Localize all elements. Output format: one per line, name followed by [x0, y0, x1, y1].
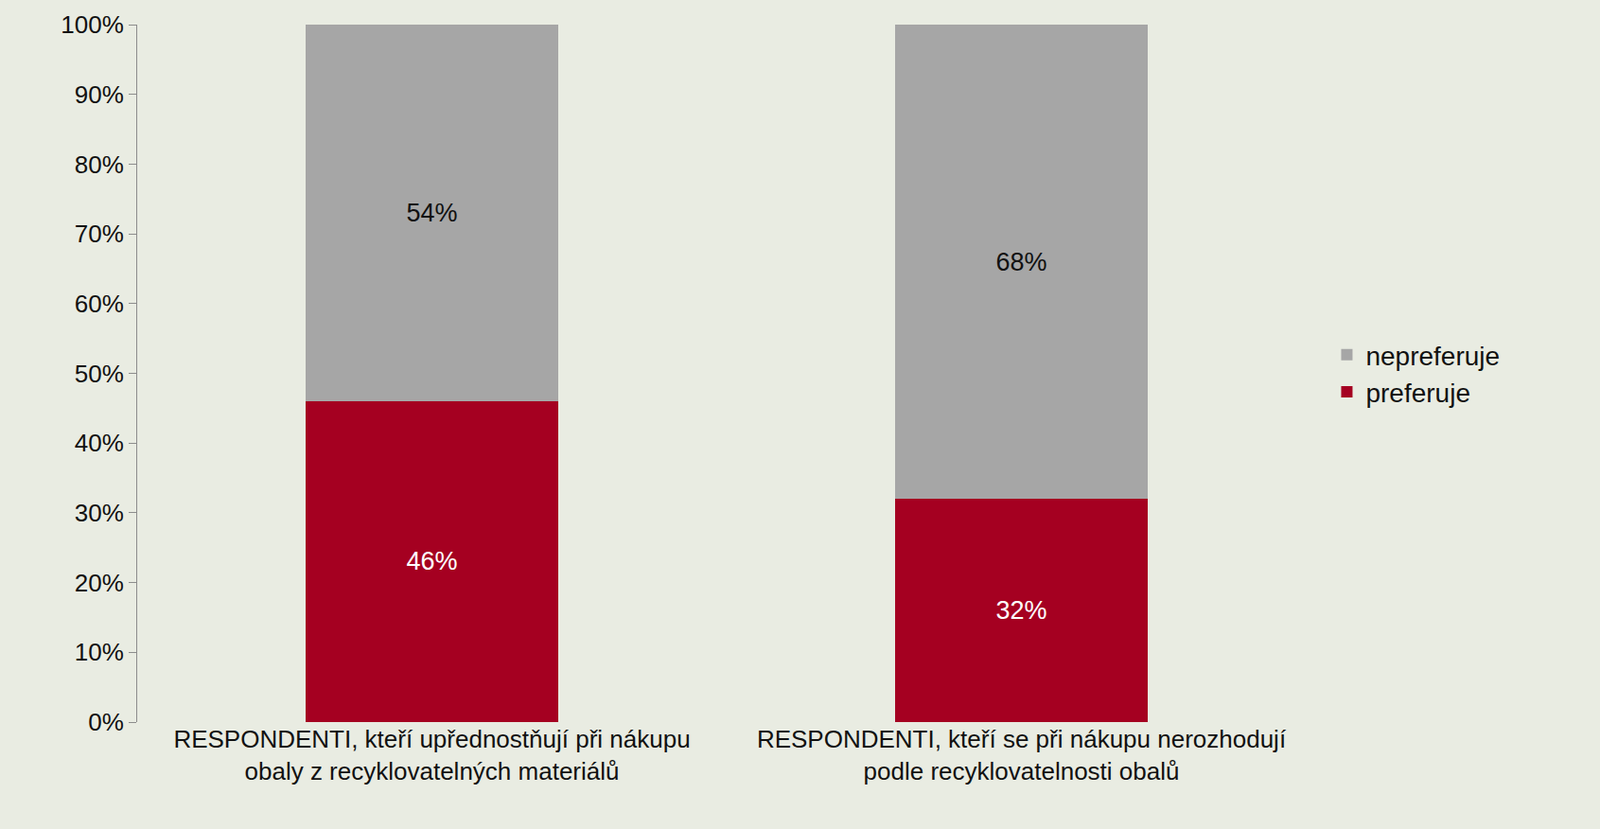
svg-text:90%: 90% [74, 80, 124, 109]
svg-text:70%: 70% [74, 219, 124, 248]
svg-text:0%: 0% [87, 707, 124, 737]
svg-text:54%: 54% [405, 198, 458, 228]
svg-text:50%: 50% [74, 359, 124, 388]
svg-text:30%: 30% [74, 498, 124, 528]
svg-text:68%: 68% [995, 247, 1047, 277]
svg-text:nepreferuje: nepreferuje [1365, 341, 1500, 371]
svg-text:RESPONDENTI, kteří se při náku: RESPONDENTI, kteří se při nákupu nerozho… [756, 724, 1287, 786]
svg-text:preferuje: preferuje [1365, 378, 1471, 408]
svg-text:40%: 40% [74, 428, 124, 458]
svg-text:10%: 10% [74, 637, 124, 667]
svg-text:60%: 60% [74, 289, 124, 318]
svg-text:RESPONDENTI, kteří upřednostňu: RESPONDENTI, kteří upřednostňují při nák… [173, 724, 690, 786]
svg-text:20%: 20% [74, 568, 124, 598]
svg-text:100%: 100% [60, 10, 124, 39]
svg-text:32%: 32% [995, 596, 1047, 625]
svg-text:80%: 80% [74, 150, 124, 179]
svg-text:46%: 46% [405, 546, 458, 576]
